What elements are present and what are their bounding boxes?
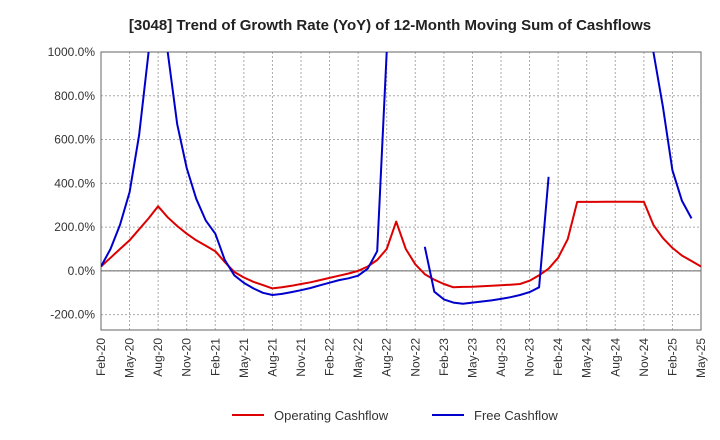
x-tick-label: Aug-20 [151, 338, 165, 377]
chart-title: [3048] Trend of Growth Rate (YoY) of 12-… [129, 17, 651, 34]
x-tick-label: Nov-21 [294, 338, 308, 377]
legend-label: Operating Cashflow [274, 408, 389, 423]
legend-label: Free Cashflow [474, 408, 558, 423]
series-line [166, 52, 388, 296]
x-tick-label: Feb-21 [208, 338, 222, 376]
series-line [423, 176, 550, 305]
x-tick-label: May-20 [123, 338, 137, 378]
y-tick-label: 0.0% [68, 264, 96, 278]
x-tick-label: Nov-22 [408, 338, 422, 377]
grid-layer [100, 51, 702, 330]
x-tick-label: May-24 [580, 338, 594, 378]
y-tick-label: 800.0% [54, 89, 95, 103]
x-tick-label: May-22 [351, 338, 365, 378]
x-tick-label: Feb-25 [665, 338, 679, 376]
x-tick-label: May-23 [465, 338, 479, 378]
x-tick-label: May-21 [237, 338, 251, 378]
x-tick-label: Aug-21 [265, 338, 279, 377]
series-line [101, 52, 150, 267]
series-0 [101, 200, 701, 290]
legend: Operating Cashflow Free Cashflow [232, 408, 558, 423]
axis-layer: -200.0% 0.0% 200.0% 400.0% 600.0% 800.0% 1000.… [48, 45, 708, 378]
x-tick-label: Feb-23 [437, 338, 451, 376]
x-tick-label: Feb-20 [94, 338, 108, 376]
x-tick-label: Nov-23 [523, 338, 537, 377]
series-line [652, 52, 693, 219]
x-tick-label: Feb-24 [551, 338, 565, 376]
plot-area [101, 52, 701, 330]
series-layer [101, 52, 701, 305]
x-tick-label: Feb-22 [323, 338, 337, 376]
x-tick-label: Aug-22 [380, 338, 394, 377]
y-tick-label: 1000.0% [48, 45, 96, 59]
x-tick-label: Aug-24 [608, 338, 622, 377]
y-tick-label: 400.0% [54, 176, 95, 190]
series-line [101, 200, 701, 290]
x-tick-label: Aug-23 [494, 338, 508, 377]
plot-frame [100, 51, 702, 331]
y-tick-label: -200.0% [50, 308, 95, 322]
series-1 [101, 52, 693, 305]
x-tick-label: May-25 [694, 338, 708, 378]
x-tick-label: Nov-20 [180, 338, 194, 377]
y-tick-label: 600.0% [54, 133, 95, 147]
x-tick-label: Nov-24 [637, 338, 651, 377]
y-tick-label: 200.0% [54, 220, 95, 234]
